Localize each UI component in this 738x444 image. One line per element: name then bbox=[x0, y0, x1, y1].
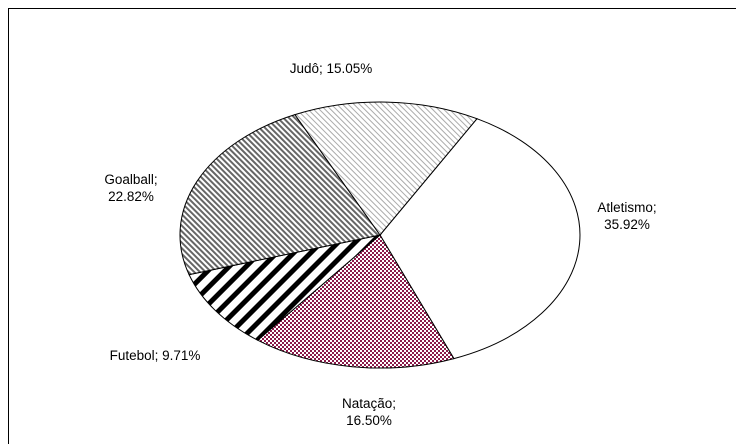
data-label-line: Goalball; bbox=[104, 172, 157, 187]
pie-slice-futebol bbox=[188, 234, 382, 341]
data-label-futebol: Futebol; 9.71% bbox=[110, 348, 201, 363]
pie-slice-atletismo bbox=[379, 118, 581, 360]
data-label-line: 16.50% bbox=[346, 413, 392, 428]
data-label-line: 22.82% bbox=[108, 189, 154, 204]
pie-slice-natacao bbox=[256, 234, 455, 369]
pie-slices bbox=[179, 101, 581, 369]
pie-labels: Atletismo; 35.92% Natação; 16.50% Futebol; 9… bbox=[104, 61, 656, 428]
data-label-line: Natação; bbox=[342, 396, 396, 411]
data-label-line: Futebol; 9.71% bbox=[110, 348, 201, 363]
pie-slice-goalball bbox=[179, 114, 381, 276]
data-label-goalball: Goalball; 22.82% bbox=[104, 172, 157, 204]
data-label-natacao: Natação; 16.50% bbox=[342, 396, 396, 428]
data-label-atletismo: Atletismo; 35.92% bbox=[597, 200, 656, 232]
data-label-line: Atletismo; bbox=[597, 200, 656, 215]
data-label-line: Judô; 15.05% bbox=[290, 61, 373, 76]
data-label-judo: Judô; 15.05% bbox=[290, 61, 373, 76]
pie-slice-judo bbox=[294, 101, 478, 236]
data-label-line: 35.92% bbox=[604, 217, 650, 232]
